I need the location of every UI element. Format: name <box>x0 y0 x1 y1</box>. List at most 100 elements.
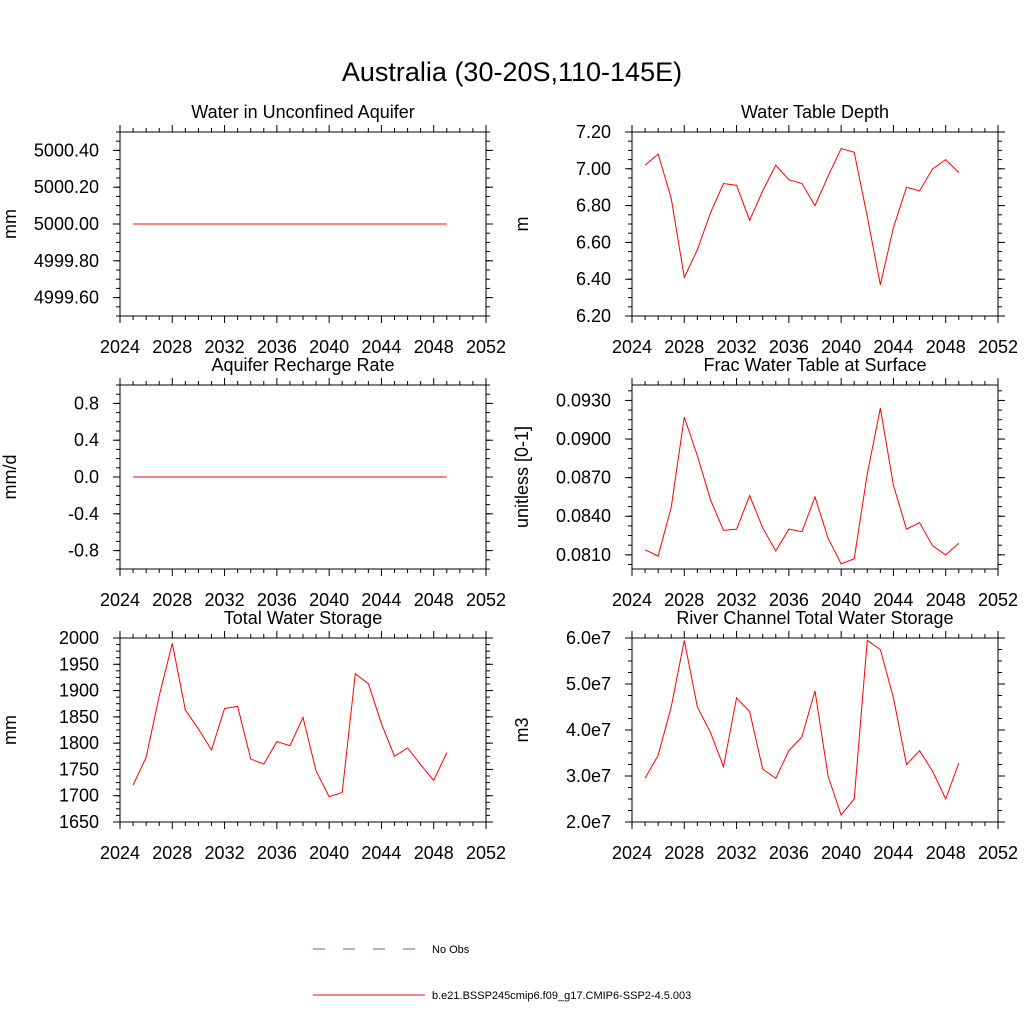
page-title: Australia (30-20S,110-145E) <box>342 57 682 87</box>
y-tick-label: 6.60 <box>576 232 611 252</box>
y-tick-label: 2.0e7 <box>566 812 611 832</box>
x-tick-label: 2040 <box>309 843 349 863</box>
y-tick-label: 0.0870 <box>556 468 611 488</box>
y-tick-label: 6.0e7 <box>566 628 611 648</box>
x-tick-label: 2024 <box>100 590 140 610</box>
x-tick-label: 2032 <box>717 843 757 863</box>
x-tick-label: 2044 <box>361 843 401 863</box>
x-tick-label: 2048 <box>414 843 454 863</box>
y-tick-label: 1650 <box>59 812 99 832</box>
y-axis-label: unitless [0-1] <box>512 426 532 528</box>
chart-title: Total Water Storage <box>224 608 382 628</box>
plot-frame <box>119 637 487 823</box>
x-tick-label: 2040 <box>309 590 349 610</box>
y-tick-label: 5000.40 <box>34 140 99 160</box>
chart-panel: Water in Unconfined Aquifer mm 2024 2028 203… <box>0 102 506 357</box>
x-tick-label: 2032 <box>205 843 245 863</box>
chart-title: Water Table Depth <box>741 102 889 122</box>
y-tick-label: 0.4 <box>74 430 99 450</box>
y-tick-label: 1950 <box>59 654 99 674</box>
y-axis-label: mm <box>0 715 20 745</box>
x-tick-label: 2036 <box>257 590 297 610</box>
chart-panel: Water Table Depth m 2024 2028 2032 2036 2040 20… <box>512 102 1018 357</box>
y-axis-label: m <box>512 217 532 232</box>
y-tick-label: 5.0e7 <box>566 674 611 694</box>
series-line <box>644 147 960 285</box>
x-tick-label: 2024 <box>612 337 652 357</box>
x-tick-label: 2052 <box>978 590 1018 610</box>
y-tick-label: 1800 <box>59 733 99 753</box>
x-tick-label: 2040 <box>821 337 861 357</box>
x-tick-label: 2052 <box>466 843 506 863</box>
x-tick-label: 2024 <box>612 590 652 610</box>
x-tick-label: 2044 <box>873 590 913 610</box>
y-tick-label: 5000.00 <box>34 214 99 234</box>
y-tick-label: 0.0840 <box>556 506 611 526</box>
x-tick-label: 2036 <box>257 337 297 357</box>
chart-title: Aquifer Recharge Rate <box>211 355 394 375</box>
chart-panel: Total Water Storage mm 2024 2028 2032 2036 204… <box>0 608 506 863</box>
x-tick-label: 2028 <box>664 843 704 863</box>
legend: No Obs b.e21.BSSP245cmip6.f09_g17.CMIP6-… <box>313 944 691 1002</box>
x-tick-label: 2052 <box>466 337 506 357</box>
x-tick-label: 2036 <box>769 590 809 610</box>
x-tick-label: 2044 <box>361 590 401 610</box>
chart-title: Water in Unconfined Aquifer <box>191 102 414 122</box>
chart-panel: Frac Water Table at Surface unitless [0-1… <box>512 355 1018 610</box>
x-tick-label: 2044 <box>873 337 913 357</box>
y-tick-label: 6.20 <box>576 306 611 326</box>
x-tick-label: 2028 <box>664 590 704 610</box>
series-line <box>644 408 960 565</box>
chart-title: Frac Water Table at Surface <box>703 355 926 375</box>
y-tick-label: 5000.20 <box>34 177 99 197</box>
y-tick-label: 4999.60 <box>34 288 99 308</box>
x-tick-label: 2052 <box>466 590 506 610</box>
y-tick-label: 2000 <box>59 628 99 648</box>
series-line <box>132 643 448 798</box>
legend-model-label: b.e21.BSSP245cmip6.f09_g17.CMIP6-SSP2-4.… <box>432 990 691 1002</box>
x-tick-label: 2036 <box>769 337 809 357</box>
x-tick-label: 2040 <box>821 843 861 863</box>
y-tick-label: -0.8 <box>68 541 99 561</box>
x-tick-label: 2028 <box>152 337 192 357</box>
chart-panels: Water in Unconfined Aquifer mm 2024 2028 203… <box>0 102 1018 863</box>
y-tick-label: 4.0e7 <box>566 720 611 740</box>
x-tick-label: 2024 <box>612 843 652 863</box>
legend-obs-label: No Obs <box>432 944 470 956</box>
x-tick-label: 2048 <box>414 590 454 610</box>
y-tick-label: 6.40 <box>576 269 611 289</box>
x-tick-label: 2032 <box>205 337 245 357</box>
x-tick-label: 2044 <box>873 843 913 863</box>
plot-frame <box>631 384 999 570</box>
chart-panel: Aquifer Recharge Rate mm/d 2024 2028 2032 203… <box>0 355 506 610</box>
chart-title: River Channel Total Water Storage <box>676 608 953 628</box>
y-tick-label: 4999.80 <box>34 251 99 271</box>
y-axis-label: mm <box>0 209 20 239</box>
y-tick-label: 0.0 <box>74 467 99 487</box>
x-tick-label: 2048 <box>926 337 966 357</box>
x-tick-label: 2028 <box>152 590 192 610</box>
y-tick-label: 3.0e7 <box>566 766 611 786</box>
y-tick-label: -0.4 <box>68 504 99 524</box>
y-tick-label: 0.0900 <box>556 429 611 449</box>
x-tick-label: 2048 <box>926 590 966 610</box>
x-tick-label: 2048 <box>414 337 454 357</box>
x-tick-label: 2032 <box>717 590 757 610</box>
x-tick-label: 2052 <box>978 843 1018 863</box>
y-tick-label: 1700 <box>59 786 99 806</box>
x-tick-label: 2052 <box>978 337 1018 357</box>
y-tick-label: 6.80 <box>576 196 611 216</box>
x-tick-label: 2028 <box>152 843 192 863</box>
x-tick-label: 2044 <box>361 337 401 357</box>
y-tick-label: 7.00 <box>576 159 611 179</box>
x-tick-label: 2024 <box>100 337 140 357</box>
y-tick-label: 0.0930 <box>556 390 611 410</box>
y-tick-label: 0.8 <box>74 393 99 413</box>
x-tick-label: 2028 <box>664 337 704 357</box>
y-tick-label: 1850 <box>59 707 99 727</box>
x-tick-label: 2048 <box>926 843 966 863</box>
y-tick-label: 1900 <box>59 681 99 701</box>
x-tick-label: 2032 <box>717 337 757 357</box>
